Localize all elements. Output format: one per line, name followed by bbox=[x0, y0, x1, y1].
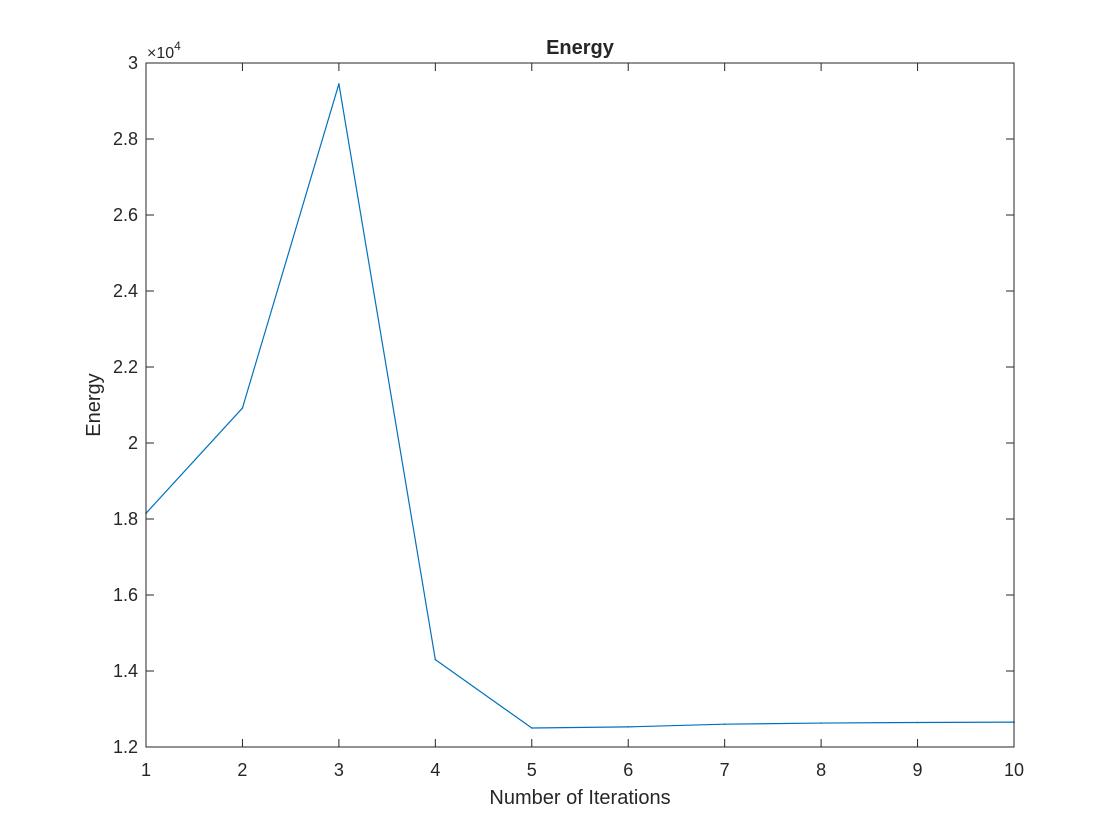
y-tick-label: 1.8 bbox=[113, 509, 138, 529]
x-tick-label: 5 bbox=[527, 760, 537, 780]
y-axis-label: Energy bbox=[83, 373, 105, 436]
data-point bbox=[530, 727, 533, 729]
y-exponent-base: ×10 bbox=[147, 45, 174, 62]
data-point bbox=[723, 723, 726, 725]
data-point bbox=[434, 658, 437, 661]
data-point bbox=[627, 726, 630, 728]
data-point bbox=[338, 83, 340, 85]
x-tick-label: 7 bbox=[720, 760, 730, 780]
energy-series-line bbox=[145, 83, 1015, 729]
y-tick-label: 2.4 bbox=[113, 281, 138, 301]
x-tick-label: 3 bbox=[334, 760, 344, 780]
ticks-layer: 1 2 3 4 5 6 7 8 9 10 1.2 1.4 1.6 1.8 2 2.2 2.4 2.6 2.8 3 bbox=[113, 53, 1024, 780]
y-tick-label: 2 bbox=[128, 433, 138, 453]
x-tick-label: 9 bbox=[913, 760, 923, 780]
data-point bbox=[916, 721, 919, 724]
y-exponent-power: 4 bbox=[174, 39, 181, 53]
x-tick-label: 2 bbox=[237, 760, 247, 780]
data-point bbox=[820, 722, 822, 724]
y-tick-label: 1.4 bbox=[113, 661, 138, 681]
y-tick-label: 2.8 bbox=[113, 129, 138, 149]
y-tick-label: 1.6 bbox=[113, 585, 138, 605]
y-tick-label: 2.2 bbox=[113, 357, 138, 377]
y-tick-label: 3 bbox=[128, 53, 138, 73]
y-tick-label: 1.2 bbox=[113, 737, 138, 757]
x-axis-label: Number of Iterations bbox=[489, 787, 670, 809]
data-point bbox=[241, 407, 244, 409]
x-tick-label: 4 bbox=[430, 760, 440, 780]
x-tick-label: 1 bbox=[141, 760, 151, 780]
y-axis-exponent: ×104 bbox=[147, 39, 181, 62]
y-tick-label: 2.6 bbox=[113, 205, 138, 225]
x-tick-label: 6 bbox=[623, 760, 633, 780]
x-tick-label: 10 bbox=[1004, 760, 1024, 780]
x-tick-label: 8 bbox=[816, 760, 826, 780]
chart-title: Energy bbox=[546, 37, 615, 59]
axes-box bbox=[145, 62, 1015, 748]
